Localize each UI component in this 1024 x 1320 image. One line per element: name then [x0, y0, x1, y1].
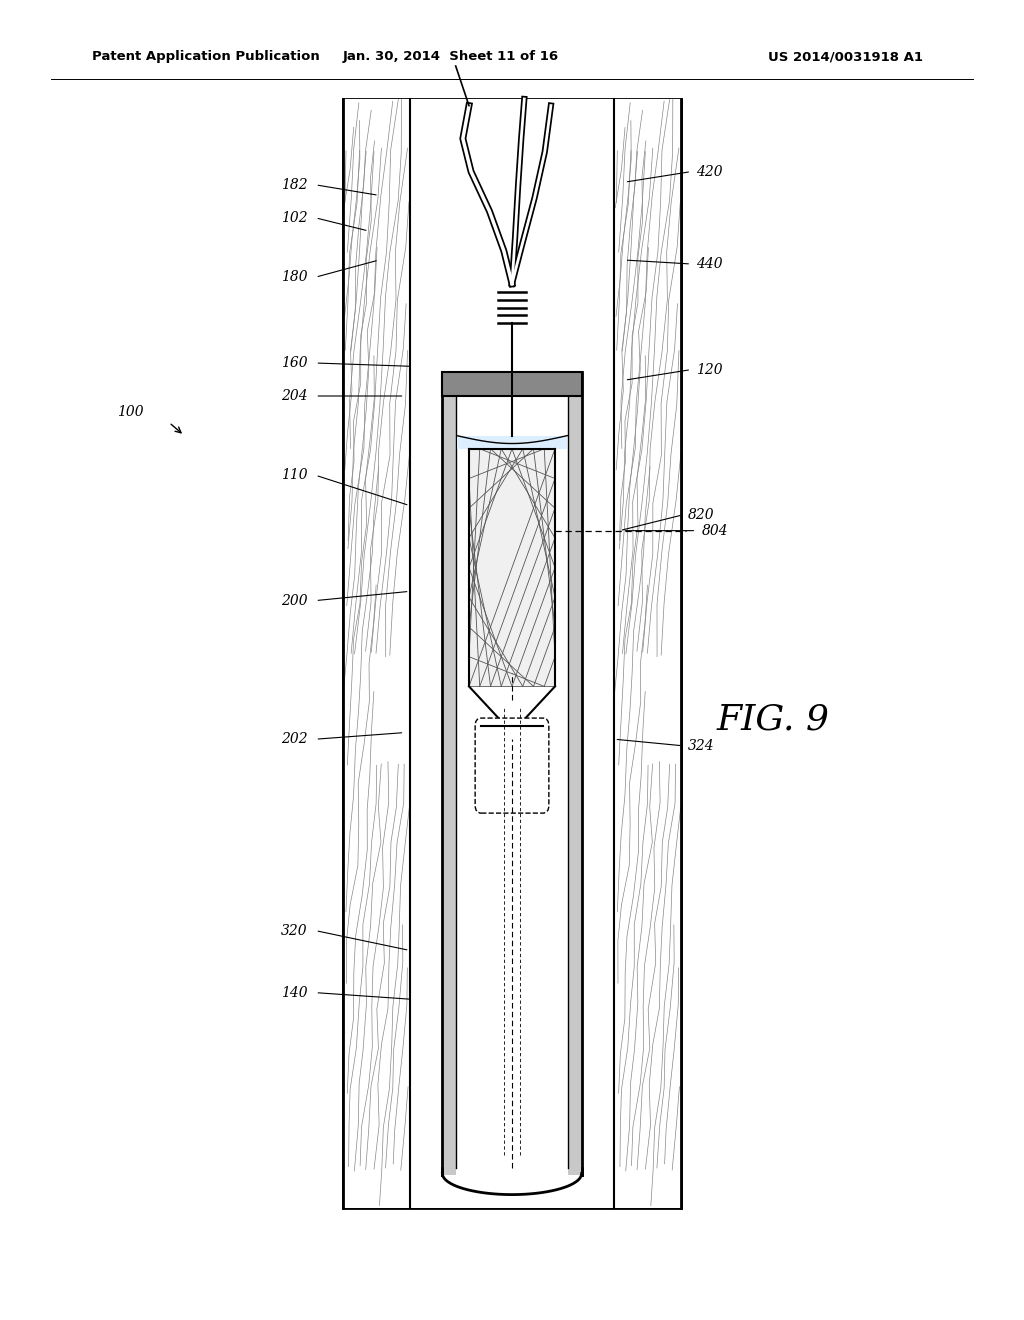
Bar	[469, 449, 555, 686]
Bar	[568, 396, 582, 1175]
Text: 320: 320	[281, 924, 307, 937]
Text: 204: 204	[281, 389, 307, 403]
Bar	[614, 99, 681, 1208]
Bar	[442, 396, 456, 1175]
Text: 102: 102	[281, 211, 307, 224]
Text: 160: 160	[281, 356, 307, 370]
Text: 804: 804	[701, 524, 728, 537]
Text: 202: 202	[281, 733, 307, 746]
Text: FIG. 9: FIG. 9	[717, 702, 829, 737]
Text: 140: 140	[281, 986, 307, 999]
Bar	[410, 99, 614, 1208]
Bar	[343, 99, 410, 1208]
Text: Jan. 30, 2014  Sheet 11 of 16: Jan. 30, 2014 Sheet 11 of 16	[342, 50, 559, 63]
Text: Patent Application Publication: Patent Application Publication	[92, 50, 319, 63]
Text: 182: 182	[281, 178, 307, 191]
Text: 440: 440	[696, 257, 723, 271]
Text: 120: 120	[696, 363, 723, 376]
Text: 324: 324	[688, 739, 715, 752]
Text: 110: 110	[281, 469, 307, 482]
FancyBboxPatch shape	[475, 718, 549, 813]
Bar	[343, 99, 681, 1208]
Text: 420: 420	[696, 165, 723, 178]
Text: 820: 820	[688, 508, 715, 521]
Text: US 2014/0031918 A1: US 2014/0031918 A1	[768, 50, 923, 63]
Text: 100: 100	[117, 405, 143, 418]
Bar	[442, 372, 582, 396]
Bar	[456, 396, 568, 1168]
Bar	[457, 436, 567, 449]
Text: 180: 180	[281, 271, 307, 284]
Text: 200: 200	[281, 594, 307, 607]
